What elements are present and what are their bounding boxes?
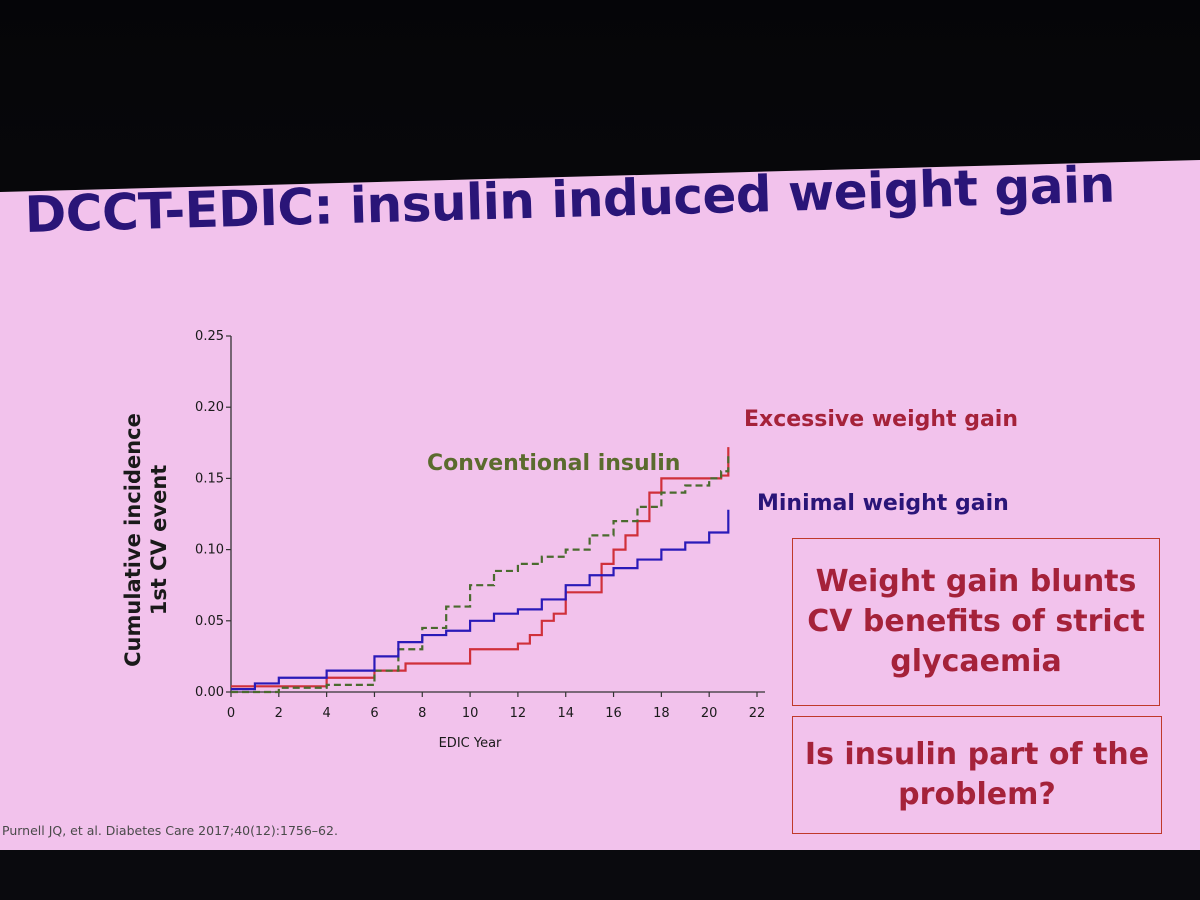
callout-weight-gain: Weight gain blunts CV benefits of strict… — [792, 538, 1160, 706]
series-label-conventional: Conventional insulin — [427, 451, 680, 476]
x-tick-label: 18 — [653, 706, 670, 721]
x-tick-label: 0 — [227, 706, 235, 721]
citation: Purnell JQ, et al. Diabetes Care 2017;40… — [2, 823, 338, 838]
y-axis-title: Cumulative incidence1st CV event — [121, 413, 171, 667]
x-tick-label: 20 — [701, 706, 718, 721]
series-label-excessive: Excessive weight gain — [744, 407, 1018, 432]
series-label-minimal: Minimal weight gain — [757, 491, 1009, 516]
x-tick-label: 12 — [510, 706, 527, 721]
x-tick-label: 6 — [370, 706, 378, 721]
series-line-1 — [231, 452, 730, 694]
y-tick-label: 0.25 — [195, 329, 224, 344]
x-tick-label: 10 — [462, 706, 479, 721]
y-tick-label: 0.10 — [195, 543, 224, 558]
series-line-2 — [231, 509, 730, 691]
x-tick-label: 2 — [275, 706, 283, 721]
chart-series — [231, 447, 730, 694]
x-tick-label: 8 — [418, 706, 426, 721]
chart-axes: 0.00 0.05 0.10 0.15 0.20 0.25 0 2 4 6 8 10 12 14 16 18 2… — [195, 329, 765, 721]
x-tick-label: 14 — [557, 706, 574, 721]
y-tick-label: 0.05 — [195, 614, 224, 629]
series-line-0 — [231, 447, 730, 688]
slide — [0, 160, 1200, 850]
y-tick-label: 0.20 — [195, 400, 224, 415]
x-axis-title: EDIC Year — [439, 736, 502, 751]
y-axis-title-line-2: 1st CV event — [147, 465, 171, 616]
callout-insulin-question: Is insulin part of the problem? — [792, 716, 1162, 834]
y-tick-label: 0.00 — [195, 685, 224, 700]
x-tick-label: 22 — [749, 706, 766, 721]
x-tick-label: 4 — [322, 706, 330, 721]
y-tick-label: 0.15 — [195, 471, 224, 486]
x-tick-label: 16 — [605, 706, 622, 721]
y-axis-title-line-1: Cumulative incidence — [121, 413, 145, 667]
